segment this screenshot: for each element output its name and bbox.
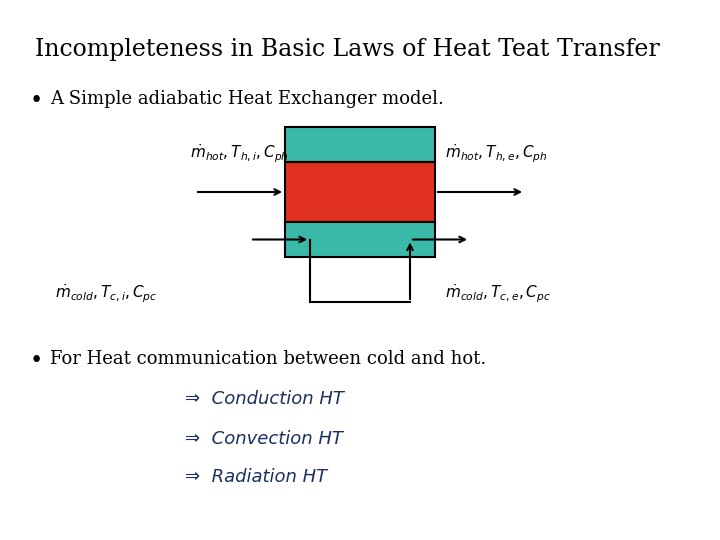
Text: •: •	[30, 350, 43, 372]
Text: $\dot{m}_{hot},T_{h,i},C_{ph}$: $\dot{m}_{hot},T_{h,i},C_{ph}$	[190, 142, 289, 165]
Text: •: •	[30, 90, 43, 112]
Text: A Simple adiabatic Heat Exchanger model.: A Simple adiabatic Heat Exchanger model.	[50, 90, 444, 108]
Text: For Heat communication between cold and hot.: For Heat communication between cold and …	[50, 350, 486, 368]
Text: ⇒  Radiation HT: ⇒ Radiation HT	[185, 468, 327, 486]
Text: $\dot{m}_{hot},T_{h,e},C_{ph}$: $\dot{m}_{hot},T_{h,e},C_{ph}$	[445, 142, 548, 165]
Bar	[285, 127, 435, 162]
Bar	[285, 222, 435, 257]
Text: Incompleteness in Basic Laws of Heat Teat Transfer: Incompleteness in Basic Laws of Heat Tea…	[35, 38, 660, 61]
Text: $\dot{m}_{cold},T_{c,i},C_{pc}$: $\dot{m}_{cold},T_{c,i},C_{pc}$	[55, 282, 158, 305]
Bar	[285, 162, 435, 222]
Text: ⇒  Convection HT: ⇒ Convection HT	[185, 430, 343, 448]
Text: $\dot{m}_{cold},T_{c,e},C_{pc}$: $\dot{m}_{cold},T_{c,e},C_{pc}$	[445, 282, 551, 305]
Text: ⇒  Conduction HT: ⇒ Conduction HT	[185, 390, 344, 408]
